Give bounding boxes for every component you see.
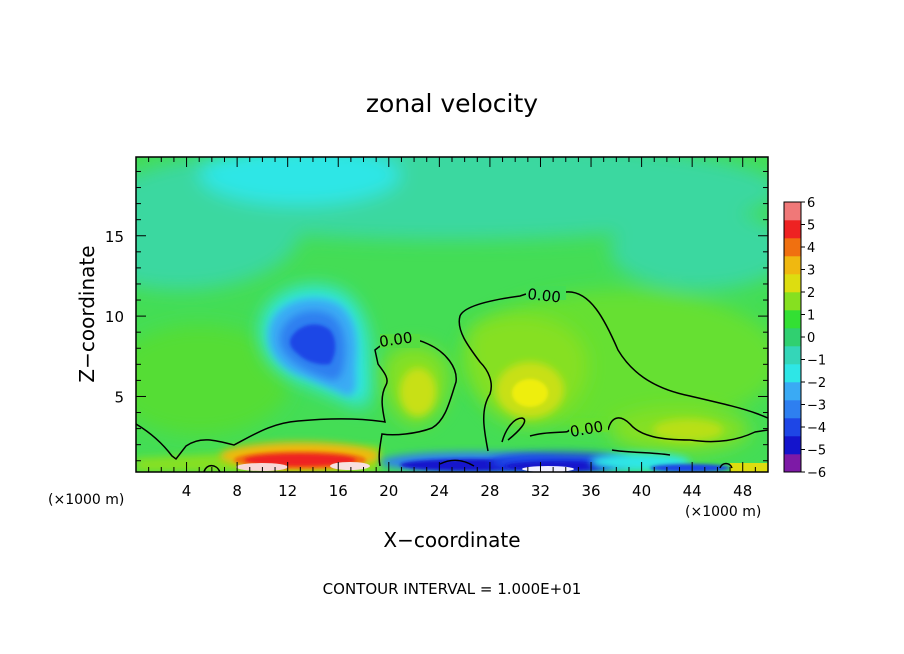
colorbar-label: −1 [807,354,826,369]
contour-label: 0.00 [569,417,605,441]
chart-title: zonal velocity [366,89,538,118]
colorbar-label: 6 [807,196,815,211]
x-tick-label: 32 [531,482,550,500]
colorbar-swatch [784,436,801,455]
y-tick-label: 5 [114,388,124,406]
colorbar-swatch [784,418,801,437]
colorbar-swatch [784,202,801,221]
x-ticks: 4 8 12 16 20 24 28 32 36 40 44 48 [148,157,756,500]
colorbar-swatch [784,256,801,275]
y-tick-label: 15 [105,228,124,246]
colorbar-label: 5 [807,219,815,234]
x-unit-left: (×1000 m) [48,492,124,508]
colorbar-label: 4 [807,241,815,256]
colorbar-swatch [784,400,801,419]
contour-interval-note: CONTOUR INTERVAL = 1.000E+01 [323,580,582,598]
colorbar-swatch [784,454,801,473]
zero-contours [136,291,768,472]
y-axis-label: Z−coordinate [75,245,99,382]
colorbar-label: 0 [807,331,815,346]
colorbar-swatch [784,364,801,383]
colorbar-swatch [784,382,801,401]
colorbar-label: −2 [807,376,826,391]
x-unit-right: (×1000 m) [685,504,761,520]
contour-labels: 0.00 0.00 0.00 [378,285,608,441]
x-tick-label: 40 [632,482,651,500]
y-ticks: 5 10 15 [105,170,768,462]
x-tick-label: 24 [430,482,449,500]
colorbar-label: −5 [807,444,826,459]
contour-label: 0.00 [527,285,562,306]
colorbar: 6 5 4 3 2 1 0 −1 −2 −3 −4 −5 −6 [783,196,826,481]
colorbar-swatch [784,220,801,239]
velocity-field: 0.00 0.00 0.00 [136,157,768,472]
colorbar-swatch [784,292,801,311]
colorbar-swatch [784,346,801,365]
x-tick-label: 20 [379,482,398,500]
x-tick-label: 44 [683,482,702,500]
colorbar-swatch [784,328,801,347]
colorbar-swatch [784,310,801,329]
colorbar-swatch [784,274,801,293]
colorbar-label: −4 [807,421,826,436]
colorbar-label: 2 [807,286,815,301]
colorbar-label: −6 [807,466,826,481]
x-tick-label: 48 [733,482,752,500]
colorbar-label: 3 [807,264,815,279]
contour-label: 0.00 [378,328,414,350]
colorbar-swatch [784,238,801,257]
y-tick-label: 10 [105,308,124,326]
x-tick-label: 8 [232,482,242,500]
x-tick-label: 36 [581,482,600,500]
x-tick-label: 12 [278,482,297,500]
x-axis-label: X−coordinate [383,528,520,552]
colorbar-label: −3 [807,399,826,414]
x-tick-label: 28 [480,482,499,500]
colorbar-label: 1 [807,309,815,324]
x-tick-label: 4 [182,482,192,500]
x-tick-label: 16 [329,482,348,500]
